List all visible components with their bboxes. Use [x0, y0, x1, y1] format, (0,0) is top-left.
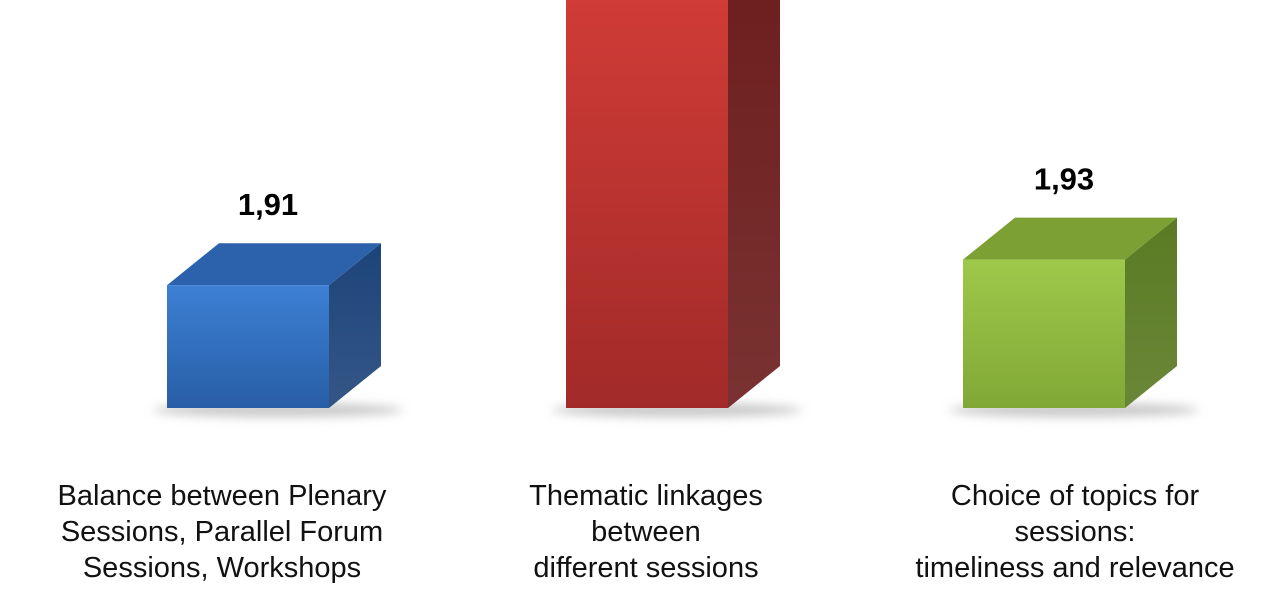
category-label-line: timeliness and relevance — [915, 552, 1235, 584]
bar-top-face — [963, 217, 1177, 260]
category-label-line: Choice of topics for — [950, 480, 1200, 512]
category-label-line: between — [591, 516, 701, 548]
bar-top-face — [167, 243, 381, 286]
data-label: 1,93 — [1034, 162, 1094, 197]
category-label: Balance between Plenary Sessions, Paralle… — [22, 478, 422, 586]
category-label-line: different sessions — [533, 552, 759, 584]
bars — [167, 0, 1177, 408]
bar-side-face — [329, 243, 381, 408]
value-labels: 1,912,161,93 — [238, 162, 1094, 223]
category-label-line: Sessions, Parallel Forum — [60, 516, 384, 548]
bar — [963, 217, 1177, 408]
data-label: 1,91 — [238, 187, 298, 222]
category-label-line: Sessions, Workshops — [82, 552, 362, 584]
category-label: Choice of topics for sessions: timeliness … — [875, 478, 1270, 586]
bar-front-face — [963, 259, 1125, 408]
category-label-line: sessions: — [1014, 516, 1136, 548]
bar — [566, 0, 780, 408]
category-label-line: Thematic linkages — [529, 480, 763, 512]
bar — [167, 243, 381, 408]
category-label: Thematic linkages between different sessio… — [446, 478, 846, 586]
bar-front-face — [167, 285, 329, 408]
category-label-line: Balance between Plenary — [57, 480, 387, 512]
bar-front-face — [566, 0, 728, 408]
bar-side-face — [1125, 217, 1177, 408]
bar-side-face — [728, 0, 780, 408]
